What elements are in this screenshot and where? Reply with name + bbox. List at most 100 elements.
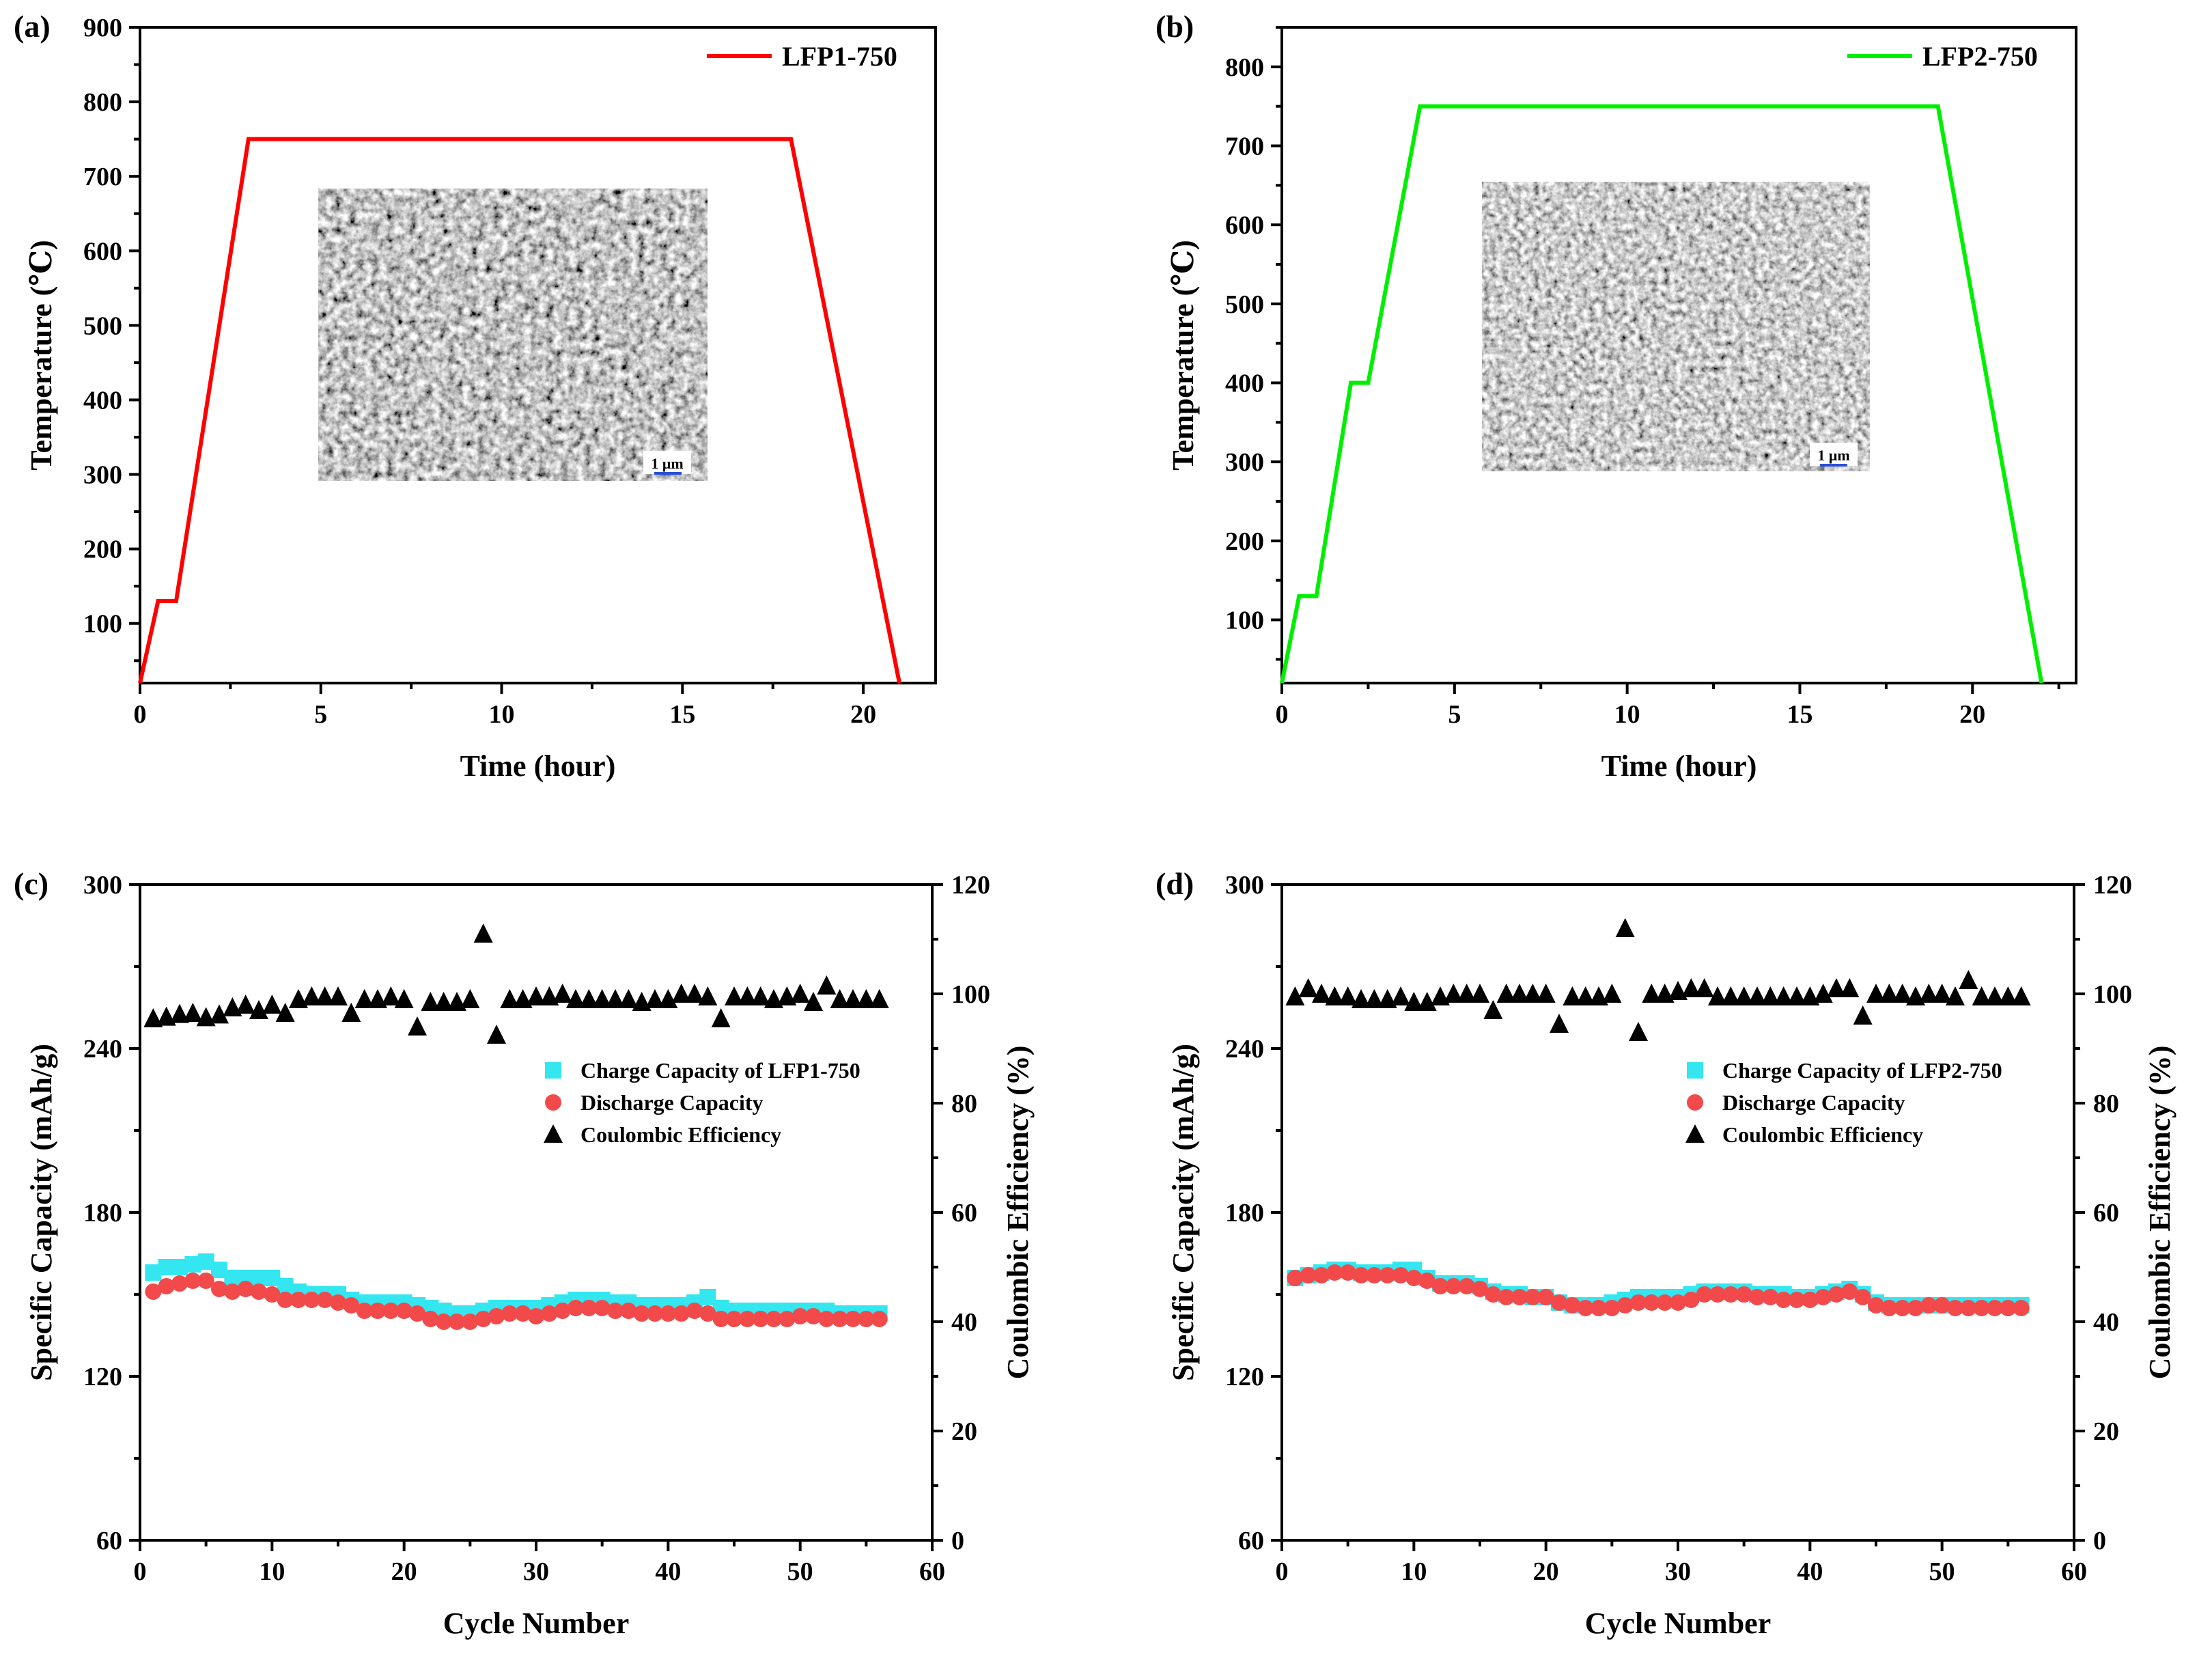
y2-tick-label-d: 100 (2093, 980, 2132, 1009)
discharge-point-d (1735, 1286, 1752, 1303)
efficiency-point-c (500, 989, 520, 1008)
legend-marker-d (1687, 1094, 1703, 1111)
efficiency-point-c (328, 986, 348, 1005)
y-tick-label-a: 400 (83, 386, 122, 415)
efficiency-point-c (249, 1000, 268, 1019)
efficiency-point-d (1813, 984, 1833, 1003)
y2-axis-label-d: Coulombic Efficiency (%) (2143, 1046, 2176, 1380)
y2-tick-label-c: 100 (951, 980, 990, 1009)
y2-tick-label-c: 80 (951, 1089, 977, 1118)
efficiency-point-d (1417, 992, 1437, 1011)
efficiency-point-d (1629, 1022, 1648, 1041)
efficiency-point-d (1734, 986, 1754, 1005)
discharge-point-c (568, 1300, 584, 1316)
y-tick-label-b: 400 (1225, 369, 1264, 398)
x-tick-label-c: 10 (259, 1557, 285, 1586)
discharge-point-c (184, 1273, 201, 1289)
discharge-point-d (1802, 1292, 1819, 1308)
discharge-point-d (1405, 1270, 1423, 1286)
y-axis-label-c: Specific Capacity (mAh/g) (25, 1044, 58, 1381)
efficiency-point-d (1694, 978, 1714, 997)
discharge-point-d (1683, 1292, 1700, 1308)
panel-label-d: (d) (1156, 866, 1194, 901)
discharge-point-c (501, 1305, 518, 1322)
x-tick-label-a: 20 (850, 700, 876, 729)
discharge-point-d (1524, 1289, 1541, 1305)
discharge-point-d (1709, 1286, 1726, 1303)
plot-frame-c (139, 883, 934, 1542)
discharge-point-c (633, 1305, 650, 1322)
discharge-point-c (779, 1311, 796, 1327)
discharge-point-d (1854, 1289, 1871, 1305)
efficiency-point-d (1932, 984, 1952, 1003)
efficiency-point-d (1748, 986, 1767, 1005)
plot-frame-b (1280, 26, 2077, 684)
discharge-point-d (1445, 1278, 1462, 1294)
efficiency-point-c (645, 989, 664, 1008)
x-tick-label-d: 30 (1665, 1557, 1691, 1586)
efficiency-point-c (315, 986, 335, 1005)
efficiency-point-d (1483, 1000, 1503, 1019)
efficiency-point-d (1774, 986, 1793, 1005)
x-tick-label-d: 60 (2061, 1557, 2087, 1586)
discharge-point-c (303, 1292, 320, 1308)
y-tick-label-b: 100 (1225, 606, 1264, 635)
x-tick-label-d: 50 (1929, 1557, 1955, 1586)
discharge-point-d (1789, 1292, 1805, 1308)
efficiency-point-d (1576, 986, 1595, 1005)
discharge-point-d (1564, 1297, 1581, 1314)
y2-tick-label-d: 0 (2093, 1527, 2106, 1555)
legend-marker-c (545, 1062, 561, 1079)
discharge-point-c (871, 1311, 888, 1327)
efficiency-point-c (685, 984, 704, 1003)
panel-label-c: (c) (14, 866, 48, 901)
discharge-point-c (395, 1303, 412, 1319)
scale-bar-label-b: 1 μm (1817, 447, 1849, 464)
discharge-point-d (1828, 1286, 1845, 1303)
y-tick-label-c: 120 (83, 1363, 122, 1391)
efficiency-point-d (1959, 970, 1978, 989)
sem-image-a (318, 189, 708, 481)
discharge-point-c (197, 1273, 214, 1289)
y2-tick-label-c: 120 (951, 871, 990, 900)
x-tick-label-a: 15 (669, 700, 695, 729)
legend-marker-c (545, 1094, 561, 1111)
efficiency-point-c (817, 975, 837, 995)
discharge-point-c (726, 1311, 742, 1327)
discharge-point-c (673, 1305, 690, 1322)
discharge-point-d (1894, 1300, 1911, 1316)
discharge-point-c (211, 1281, 227, 1297)
discharge-point-d (1960, 1300, 1977, 1316)
efficiency-point-d (1298, 978, 1318, 997)
efficiency-point-d (1708, 986, 1727, 1005)
discharge-point-d (1498, 1289, 1515, 1305)
plot-frame-a (139, 26, 937, 684)
efficiency-point-d (1866, 984, 1886, 1003)
discharge-point-c (514, 1305, 531, 1322)
y2-tick-label-d: 40 (2093, 1308, 2119, 1337)
discharge-point-c (647, 1305, 663, 1322)
discharge-point-c (845, 1311, 861, 1327)
discharge-point-c (145, 1283, 162, 1300)
discharge-point-c (277, 1292, 294, 1308)
discharge-point-d (1868, 1297, 1884, 1314)
panel-a: 0 5 10 15 20 100 200 300 400 500 600 700 800 900 Time … (14, 9, 937, 783)
y-tick-label-d: 180 (1225, 1199, 1264, 1227)
discharge-point-c (264, 1286, 281, 1303)
efficiency-point-c (210, 1004, 229, 1024)
y-tick-label-b: 300 (1225, 448, 1264, 477)
discharge-point-d (1366, 1267, 1383, 1283)
discharge-point-d (1749, 1289, 1765, 1305)
discharge-point-c (699, 1305, 716, 1322)
discharge-point-d (1643, 1294, 1660, 1311)
discharge-point-d (1630, 1294, 1647, 1311)
y-tick-label-a: 200 (83, 536, 122, 564)
discharge-point-d (1458, 1278, 1475, 1294)
efficiency-point-c (341, 1003, 361, 1022)
discharge-point-c (316, 1292, 333, 1308)
x-tick-label-d: 10 (1401, 1557, 1427, 1586)
efficiency-point-d (1985, 986, 2004, 1005)
efficiency-point-d (1563, 986, 1582, 1005)
x-tick-label-d: 40 (1797, 1557, 1823, 1586)
discharge-point-d (1881, 1300, 1898, 1316)
